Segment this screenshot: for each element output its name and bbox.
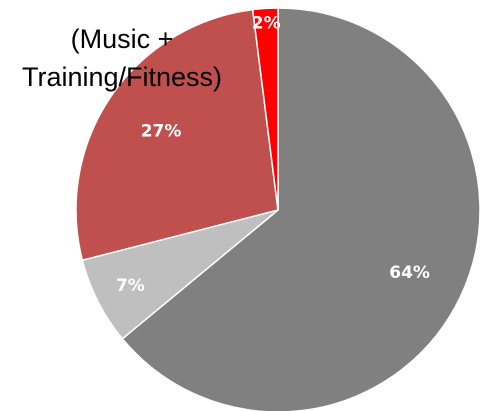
pie-slice-labels: 64% 7% 27% 2% (116, 14, 430, 297)
slice-label-2: 2% (252, 14, 281, 34)
slice-label-7: 7% (116, 276, 145, 296)
slice-label-64: 64% (389, 263, 430, 283)
pie-slice-64 (121, 7, 481, 411)
pie-slice-2 (251, 7, 279, 211)
pie-slice-27 (75, 8, 279, 262)
annotation-line-2: Training/Fitness) (22, 62, 222, 92)
slice-label-27: 27% (141, 122, 182, 142)
pie-slices (75, 7, 481, 411)
annotation-line-1: (Music + (71, 24, 174, 54)
